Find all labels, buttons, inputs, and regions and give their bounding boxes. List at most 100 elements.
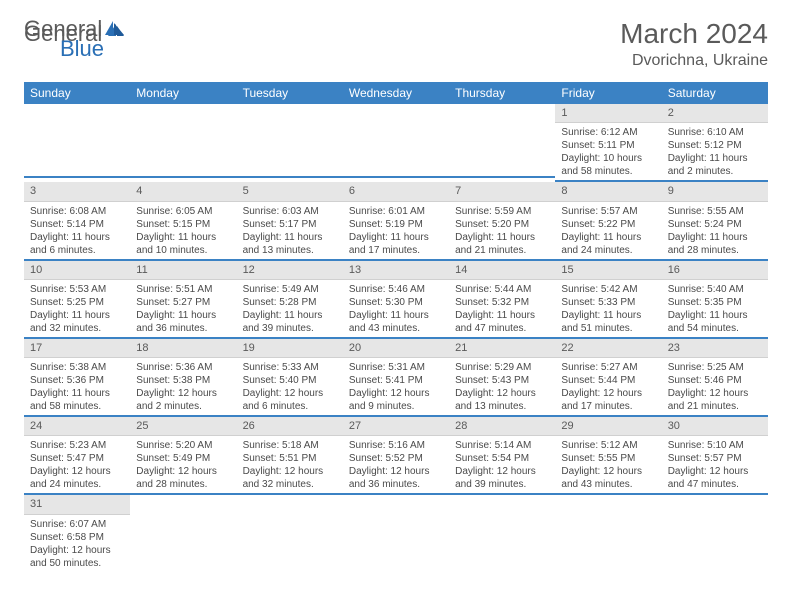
day-detail-line: Daylight: 12 hours <box>243 387 337 400</box>
day-detail-line: and 6 minutes. <box>243 400 337 413</box>
day-detail-line: Sunrise: 5:42 AM <box>561 283 655 296</box>
day-details: Sunrise: 5:18 AMSunset: 5:51 PMDaylight:… <box>237 436 343 495</box>
day-details: Sunrise: 5:31 AMSunset: 5:41 PMDaylight:… <box>343 358 449 417</box>
day-detail-line: Sunrise: 5:16 AM <box>349 439 443 452</box>
calendar-day-cell <box>662 495 768 571</box>
day-detail-line: Sunrise: 5:57 AM <box>561 205 655 218</box>
day-number: 10 <box>24 261 130 280</box>
day-detail-line: and 58 minutes. <box>30 400 124 413</box>
weekday-header: Tuesday <box>237 82 343 104</box>
day-detail-line: Daylight: 11 hours <box>668 152 762 165</box>
weekday-header: Saturday <box>662 82 768 104</box>
calendar-day-cell <box>130 104 236 182</box>
calendar-day-cell: 7Sunrise: 5:59 AMSunset: 5:20 PMDaylight… <box>449 182 555 260</box>
day-detail-line: Sunset: 6:58 PM <box>30 531 124 544</box>
day-number: 9 <box>662 182 768 201</box>
day-detail-line: and 24 minutes. <box>30 478 124 491</box>
calendar-day-cell: 18Sunrise: 5:36 AMSunset: 5:38 PMDayligh… <box>130 339 236 417</box>
day-detail-line: Sunrise: 5:31 AM <box>349 361 443 374</box>
day-detail-line: Sunrise: 6:10 AM <box>668 126 762 139</box>
day-detail-line: Sunrise: 6:07 AM <box>30 518 124 531</box>
day-details <box>343 122 449 178</box>
calendar-day-cell: 3 Sunrise: 6:08 AMSunset: 5:14 PMDaylight… <box>24 182 130 260</box>
calendar-day-cell: 12Sunrise: 5:49 AMSunset: 5:28 PMDayligh… <box>237 261 343 339</box>
day-detail-line: Daylight: 12 hours <box>455 387 549 400</box>
day-number <box>449 495 555 513</box>
day-detail-line: Sunset: 5:11 PM <box>561 139 655 152</box>
location-label: Dvorichna, Ukraine <box>620 52 768 70</box>
day-details: Sunrise: 5:57 AMSunset: 5:22 PMDaylight:… <box>555 202 661 261</box>
day-detail-line: and 32 minutes. <box>243 478 337 491</box>
day-detail-line: Daylight: 11 hours <box>30 231 124 244</box>
calendar-day-cell <box>343 495 449 571</box>
day-details: Sunrise: 5:40 AMSunset: 5:35 PMDaylight:… <box>662 280 768 339</box>
day-details <box>130 514 236 570</box>
day-number: 13 <box>343 261 449 280</box>
day-detail-line: Sunset: 5:54 PM <box>455 452 549 465</box>
day-detail-line: Sunset: 5:15 PM <box>136 218 230 231</box>
day-number: 3 <box>24 182 130 201</box>
day-number: 12 <box>237 261 343 280</box>
day-detail-line: and 24 minutes. <box>561 244 655 257</box>
calendar-day-cell: 10Sunrise: 5:53 AMSunset: 5:25 PMDayligh… <box>24 261 130 339</box>
day-detail-line: and 58 minutes. <box>561 165 655 178</box>
day-detail-line: and 39 minutes. <box>243 322 337 335</box>
day-number: 1 <box>555 104 661 123</box>
day-details <box>449 122 555 178</box>
calendar-day-cell: 9Sunrise: 5:55 AMSunset: 5:24 PMDaylight… <box>662 182 768 260</box>
day-details: Sunrise: 6:07 AMSunset: 6:58 PMDaylight:… <box>24 515 130 572</box>
day-number: 31 <box>24 495 130 514</box>
day-number: 30 <box>662 417 768 436</box>
day-detail-line: Daylight: 11 hours <box>349 309 443 322</box>
day-number: 17 <box>24 339 130 358</box>
day-details: Sunrise: 5:36 AMSunset: 5:38 PMDaylight:… <box>130 358 236 417</box>
day-detail-line: Sunrise: 5:14 AM <box>455 439 549 452</box>
calendar-week-row: 24Sunrise: 5:23 AMSunset: 5:47 PMDayligh… <box>24 417 768 495</box>
day-detail-line: and 43 minutes. <box>561 478 655 491</box>
day-details: Sunrise: 5:23 AMSunset: 5:47 PMDaylight:… <box>24 436 130 495</box>
calendar-day-cell: 16Sunrise: 5:40 AMSunset: 5:35 PMDayligh… <box>662 261 768 339</box>
day-detail-line: Sunrise: 5:49 AM <box>243 283 337 296</box>
day-number <box>24 104 130 122</box>
calendar-week-row: 10Sunrise: 5:53 AMSunset: 5:25 PMDayligh… <box>24 261 768 339</box>
day-detail-line: Sunrise: 5:59 AM <box>455 205 549 218</box>
day-detail-line: Sunrise: 5:10 AM <box>668 439 762 452</box>
day-detail-line: Sunset: 5:24 PM <box>668 218 762 231</box>
day-detail-line: and 36 minutes. <box>349 478 443 491</box>
day-detail-line: and 9 minutes. <box>349 400 443 413</box>
day-detail-line: Daylight: 11 hours <box>30 387 124 400</box>
calendar-week-row: 31Sunrise: 6:07 AMSunset: 6:58 PMDayligh… <box>24 495 768 571</box>
day-detail-line: Sunrise: 5:44 AM <box>455 283 549 296</box>
day-details: Sunrise: 5:51 AMSunset: 5:27 PMDaylight:… <box>130 280 236 339</box>
day-details: Sunrise: 5:14 AMSunset: 5:54 PMDaylight:… <box>449 436 555 495</box>
day-detail-line: Sunrise: 5:36 AM <box>136 361 230 374</box>
weekday-header-row: Sunday Monday Tuesday Wednesday Thursday… <box>24 82 768 104</box>
day-detail-line: Sunrise: 6:12 AM <box>561 126 655 139</box>
day-details: Sunrise: 5:53 AMSunset: 5:25 PMDaylight:… <box>24 280 130 339</box>
day-detail-line: Sunset: 5:49 PM <box>136 452 230 465</box>
day-detail-line: and 6 minutes. <box>30 244 124 257</box>
day-details: Sunrise: 5:46 AMSunset: 5:30 PMDaylight:… <box>343 280 449 339</box>
calendar-day-cell: 2Sunrise: 6:10 AMSunset: 5:12 PMDaylight… <box>662 104 768 182</box>
calendar-day-cell: 25Sunrise: 5:20 AMSunset: 5:49 PMDayligh… <box>130 417 236 495</box>
day-detail-line: Sunrise: 6:08 AM <box>30 205 124 218</box>
calendar-day-cell: 29Sunrise: 5:12 AMSunset: 5:55 PMDayligh… <box>555 417 661 495</box>
day-detail-line: and 36 minutes. <box>136 322 230 335</box>
day-detail-line: Sunset: 5:36 PM <box>30 374 124 387</box>
day-detail-line: Sunset: 5:40 PM <box>243 374 337 387</box>
day-details <box>24 122 130 178</box>
day-details: Sunrise: 5:44 AMSunset: 5:32 PMDaylight:… <box>449 280 555 339</box>
day-detail-line: Daylight: 11 hours <box>561 231 655 244</box>
day-detail-line: Daylight: 12 hours <box>243 465 337 478</box>
day-detail-line: Daylight: 12 hours <box>349 465 443 478</box>
day-detail-line: and 21 minutes. <box>668 400 762 413</box>
day-detail-line: Daylight: 11 hours <box>349 231 443 244</box>
calendar-day-cell: 17Sunrise: 5:38 AMSunset: 5:36 PMDayligh… <box>24 339 130 417</box>
day-detail-line: and 17 minutes. <box>349 244 443 257</box>
day-detail-line: Sunset: 5:14 PM <box>30 218 124 231</box>
day-details: Sunrise: 5:38 AMSunset: 5:36 PMDaylight:… <box>24 358 130 417</box>
weekday-header: Wednesday <box>343 82 449 104</box>
calendar-day-cell: 8Sunrise: 5:57 AMSunset: 5:22 PMDaylight… <box>555 182 661 260</box>
day-detail-line: Daylight: 11 hours <box>30 309 124 322</box>
day-number: 14 <box>449 261 555 280</box>
